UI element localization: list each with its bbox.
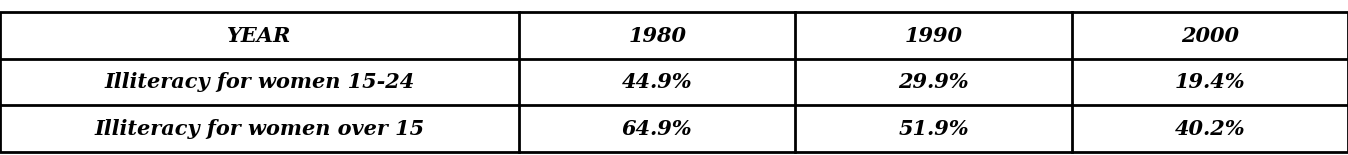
- Text: Illiteracy for women over 15: Illiteracy for women over 15: [94, 119, 425, 139]
- Text: 29.9%: 29.9%: [898, 72, 969, 92]
- Text: Illiteracy for women 15-24: Illiteracy for women 15-24: [104, 72, 415, 92]
- Text: 40.2%: 40.2%: [1174, 119, 1246, 139]
- Text: YEAR: YEAR: [228, 26, 291, 46]
- Text: 2000: 2000: [1181, 26, 1239, 46]
- Text: 51.9%: 51.9%: [898, 119, 969, 139]
- Text: 19.4%: 19.4%: [1174, 72, 1246, 92]
- Text: 1980: 1980: [628, 26, 686, 46]
- Text: 44.9%: 44.9%: [621, 72, 693, 92]
- Text: 64.9%: 64.9%: [621, 119, 693, 139]
- Text: 1990: 1990: [905, 26, 962, 46]
